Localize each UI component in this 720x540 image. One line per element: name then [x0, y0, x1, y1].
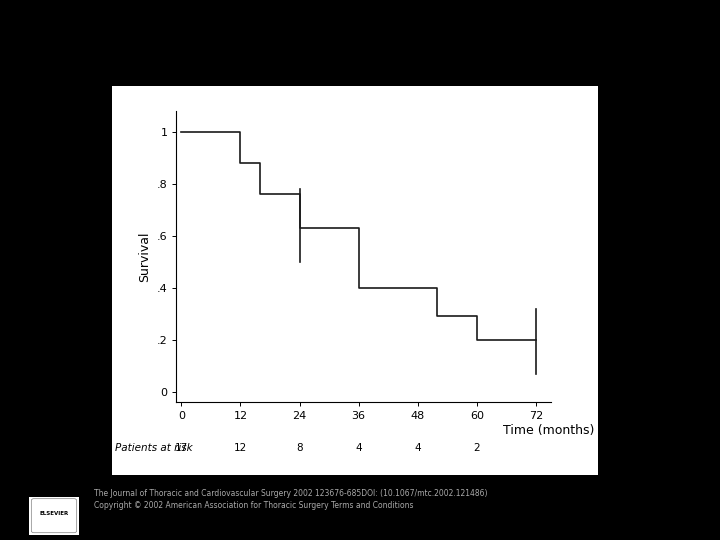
Text: 17: 17: [175, 443, 188, 453]
Text: 4: 4: [415, 443, 421, 453]
Text: Time (months): Time (months): [503, 424, 594, 437]
Text: Patients at risk: Patients at risk: [115, 443, 193, 453]
Text: ELSEVIER: ELSEVIER: [40, 511, 68, 516]
Text: Copyright © 2002 American Association for Thoracic Surgery Terms and Conditions: Copyright © 2002 American Association fo…: [94, 501, 413, 510]
Text: 12: 12: [234, 443, 247, 453]
Text: 2: 2: [474, 443, 480, 453]
Text: 4: 4: [356, 443, 362, 453]
Y-axis label: Survival: Survival: [138, 231, 151, 282]
Text: Fig. 6: Fig. 6: [341, 19, 379, 33]
FancyBboxPatch shape: [32, 499, 77, 532]
Text: 8: 8: [296, 443, 303, 453]
Text: The Journal of Thoracic and Cardiovascular Surgery 2002 123676-685DOI: (10.1067/: The Journal of Thoracic and Cardiovascul…: [94, 489, 487, 498]
